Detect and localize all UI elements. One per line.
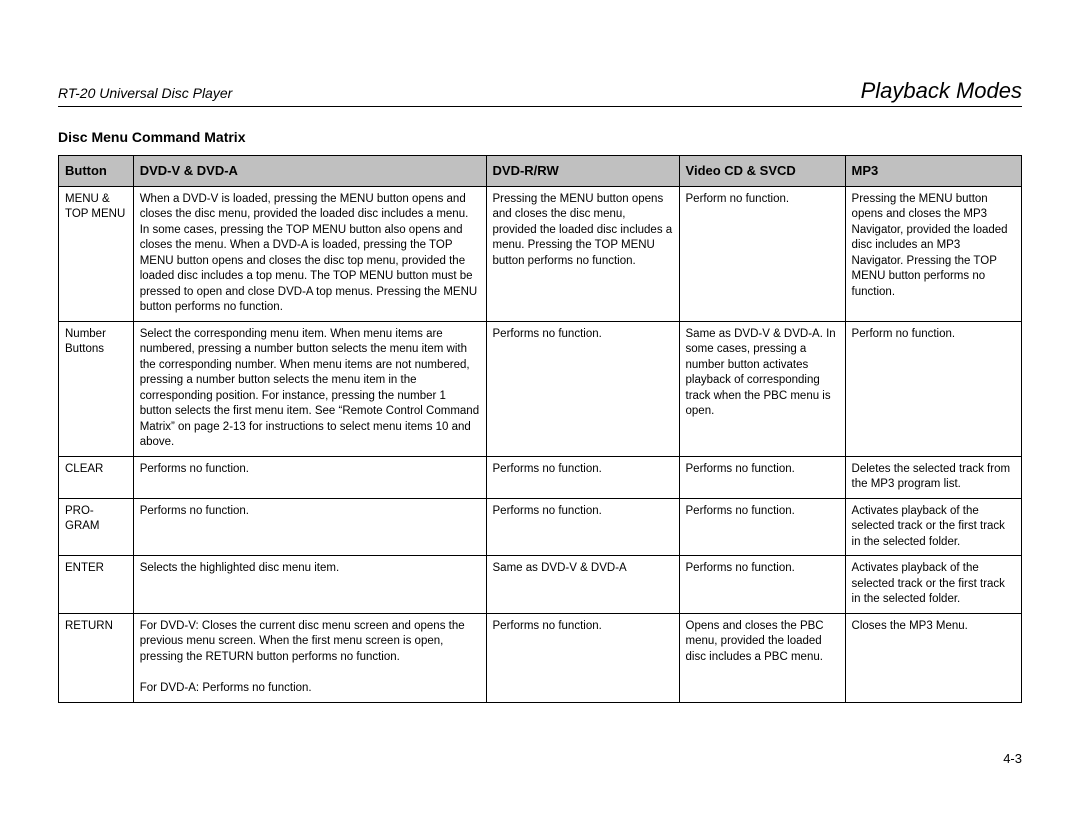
table-row: ENTER Selects the highlighted disc menu … bbox=[59, 556, 1022, 614]
cell-mp3: Activates playback of the selected track… bbox=[845, 498, 1021, 556]
col-header-dvdv: DVD-V & DVD-A bbox=[133, 156, 486, 187]
cell-vcd: Performs no function. bbox=[679, 556, 845, 614]
cell-button: CLEAR bbox=[59, 456, 134, 498]
cell-button: MENU & TOP MENU bbox=[59, 186, 134, 321]
cell-mp3: Pressing the MENU button opens and close… bbox=[845, 186, 1021, 321]
cell-mp3: Activates playback of the selected track… bbox=[845, 556, 1021, 614]
header-left-text: RT-20 Universal Disc Player bbox=[58, 85, 232, 101]
cell-dvdr: Same as DVD-V & DVD-A bbox=[486, 556, 679, 614]
cell-dvdv: When a DVD-V is loaded, pressing the MEN… bbox=[133, 186, 486, 321]
page-number: 4-3 bbox=[58, 751, 1022, 766]
table-row: CLEAR Performs no function. Performs no … bbox=[59, 456, 1022, 498]
cell-vcd: Performs no function. bbox=[679, 456, 845, 498]
section-title: Disc Menu Command Matrix bbox=[58, 129, 1022, 145]
cell-button: PRO-GRAM bbox=[59, 498, 134, 556]
table-row: RETURN For DVD-V: Closes the current dis… bbox=[59, 613, 1022, 702]
cell-dvdv: Selects the highlighted disc menu item. bbox=[133, 556, 486, 614]
cell-dvdr: Performs no function. bbox=[486, 456, 679, 498]
cell-mp3: Perform no function. bbox=[845, 321, 1021, 456]
cell-dvdv: For DVD-V: Closes the current disc menu … bbox=[133, 613, 486, 702]
table-row: Number Buttons Select the corresponding … bbox=[59, 321, 1022, 456]
header-right-text: Playback Modes bbox=[861, 78, 1022, 104]
col-header-mp3: MP3 bbox=[845, 156, 1021, 187]
cell-mp3: Deletes the selected track from the MP3 … bbox=[845, 456, 1021, 498]
cell-dvdr: Performs no function. bbox=[486, 498, 679, 556]
cell-dvdv: Select the corresponding menu item. When… bbox=[133, 321, 486, 456]
cell-button: RETURN bbox=[59, 613, 134, 702]
col-header-button: Button bbox=[59, 156, 134, 187]
cell-dvdv: Performs no function. bbox=[133, 498, 486, 556]
col-header-dvdr: DVD-R/RW bbox=[486, 156, 679, 187]
table-header-row: Button DVD-V & DVD-A DVD-R/RW Video CD &… bbox=[59, 156, 1022, 187]
cell-dvdr: Performs no function. bbox=[486, 613, 679, 702]
cell-vcd: Opens and closes the PBC menu, provided … bbox=[679, 613, 845, 702]
cell-dvdr: Pressing the MENU button opens and close… bbox=[486, 186, 679, 321]
table-row: PRO-GRAM Performs no function. Performs … bbox=[59, 498, 1022, 556]
cell-vcd: Same as DVD-V & DVD-A. In some cases, pr… bbox=[679, 321, 845, 456]
cell-dvdr: Performs no function. bbox=[486, 321, 679, 456]
cell-vcd: Perform no function. bbox=[679, 186, 845, 321]
table-row: MENU & TOP MENU When a DVD-V is loaded, … bbox=[59, 186, 1022, 321]
page-header: RT-20 Universal Disc Player Playback Mod… bbox=[58, 78, 1022, 107]
cell-button: ENTER bbox=[59, 556, 134, 614]
cell-vcd: Performs no function. bbox=[679, 498, 845, 556]
command-matrix-table: Button DVD-V & DVD-A DVD-R/RW Video CD &… bbox=[58, 155, 1022, 703]
cell-dvdv: Performs no function. bbox=[133, 456, 486, 498]
document-page: RT-20 Universal Disc Player Playback Mod… bbox=[0, 0, 1080, 796]
cell-mp3: Closes the MP3 Menu. bbox=[845, 613, 1021, 702]
col-header-vcd: Video CD & SVCD bbox=[679, 156, 845, 187]
cell-button: Number Buttons bbox=[59, 321, 134, 456]
